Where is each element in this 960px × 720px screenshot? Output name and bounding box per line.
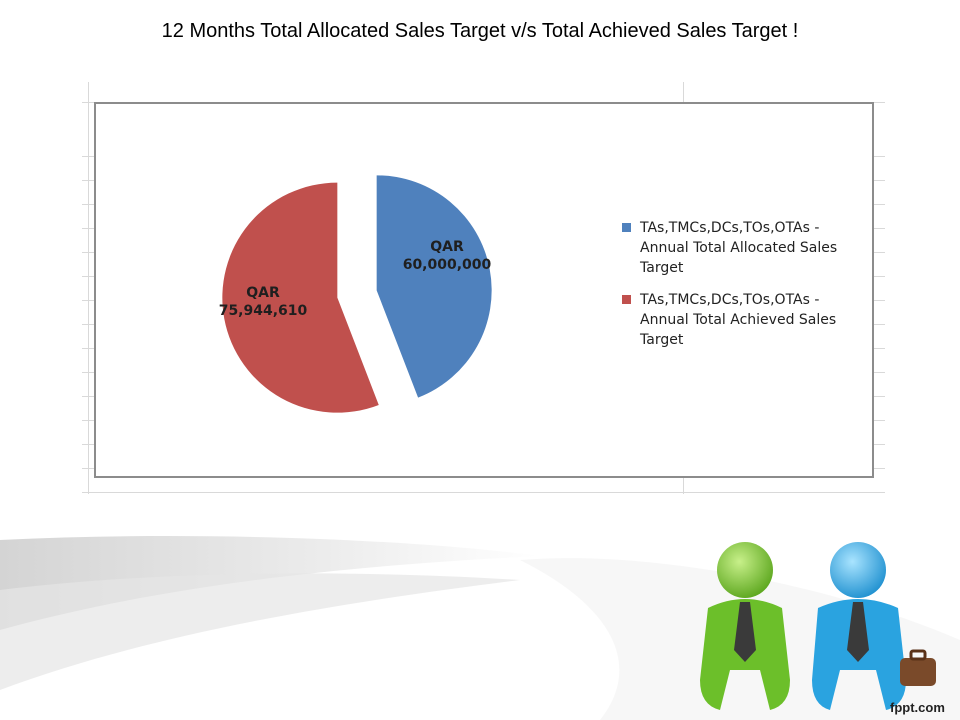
data-label-value: 75,944,610 xyxy=(218,303,308,319)
data-label-achieved: QAR 75,944,610 xyxy=(208,284,318,320)
pie-slice-0 xyxy=(376,175,492,398)
data-label-allocated: QAR 60,000,000 xyxy=(392,238,502,274)
fppt-logo: fppt.com xyxy=(890,700,945,715)
footer-decoration xyxy=(0,535,960,720)
data-label-currency: QAR xyxy=(246,285,280,301)
legend-label: TAs,TMCs,DCs,TOs,OTAs - Annual Total All… xyxy=(640,220,838,276)
green-person-icon xyxy=(700,542,790,710)
legend-item-allocated: TAs,TMCs,DCs,TOs,OTAs - Annual Total All… xyxy=(622,218,872,278)
swoosh-shape xyxy=(0,535,540,630)
swoosh-shape xyxy=(0,573,520,690)
grid-line xyxy=(88,82,89,494)
legend-swatch xyxy=(622,223,631,232)
data-label-value: 60,000,000 xyxy=(402,257,492,273)
briefcase-icon xyxy=(900,649,936,686)
grid-line xyxy=(82,492,885,493)
data-label-currency: QAR xyxy=(430,239,464,255)
legend-swatch xyxy=(622,295,631,304)
blue-person-icon xyxy=(812,542,906,710)
legend-label: TAs,TMCs,DCs,TOs,OTAs - Annual Total Ach… xyxy=(640,292,837,348)
legend-item-achieved: TAs,TMCs,DCs,TOs,OTAs - Annual Total Ach… xyxy=(622,290,872,350)
chart-legend: TAs,TMCs,DCs,TOs,OTAs - Annual Total All… xyxy=(622,218,872,362)
pie-slice-1 xyxy=(222,182,379,413)
slide-title: 12 Months Total Allocated Sales Target v… xyxy=(161,20,799,42)
